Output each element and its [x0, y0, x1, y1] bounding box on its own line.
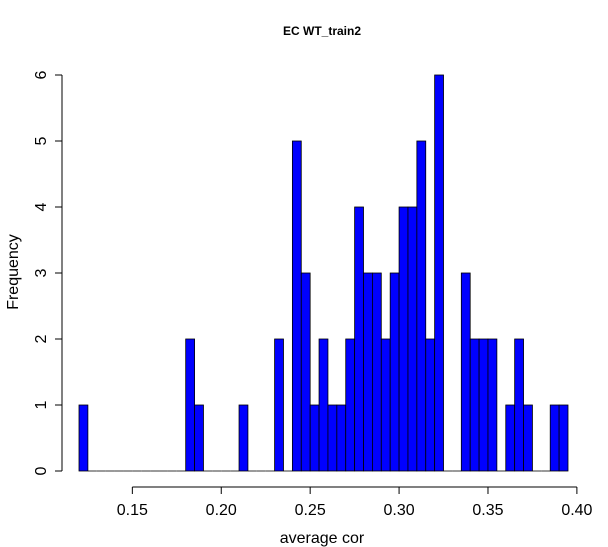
x-tick-label: 0.15 — [117, 502, 148, 519]
chart-title: EC WT_train2 — [283, 24, 361, 38]
y-axis: 0 1 2 3 4 5 6 — [33, 70, 63, 475]
x-tick-label: 0.40 — [561, 502, 592, 519]
histogram-bar — [336, 404, 347, 472]
histogram-bar — [300, 272, 311, 472]
y-tick-label: 3 — [33, 268, 50, 277]
bars-group — [78, 74, 569, 472]
histogram-bar — [416, 140, 427, 472]
histogram-bar — [274, 338, 284, 472]
histogram-bar — [194, 404, 204, 472]
histogram-bar — [380, 338, 391, 472]
histogram-bar — [549, 404, 560, 472]
y-tick-label: 0 — [33, 466, 50, 475]
y-tick-label: 1 — [33, 400, 50, 409]
y-tick-label: 5 — [33, 136, 50, 145]
histogram-bar — [185, 338, 195, 472]
histogram-bar — [514, 338, 524, 472]
histogram-bar — [291, 140, 302, 472]
histogram-bar — [460, 272, 471, 472]
histogram-bar — [434, 74, 444, 472]
x-tick-label: 0.20 — [206, 502, 237, 519]
histogram-bar — [238, 404, 249, 472]
histogram-bar — [345, 338, 356, 472]
histogram-bar — [478, 338, 489, 472]
x-tick-label: 0.25 — [295, 502, 326, 519]
histogram-bar — [505, 404, 516, 472]
histogram-bar — [523, 404, 533, 472]
histogram-bar — [354, 206, 364, 472]
x-tick-label: 0.35 — [472, 502, 503, 519]
x-axis-label: average cor — [280, 530, 365, 547]
histogram-bar — [407, 206, 418, 472]
y-tick-label: 6 — [33, 70, 50, 79]
histogram-bar — [78, 404, 89, 472]
histogram-bar — [363, 272, 373, 472]
histogram-bar — [469, 338, 480, 472]
histogram-bar — [318, 338, 329, 472]
histogram-bar — [309, 404, 320, 472]
x-tick-label: 0.30 — [384, 502, 415, 519]
histogram-bar — [327, 404, 338, 472]
histogram-bar — [425, 338, 436, 472]
y-tick-label: 2 — [33, 334, 50, 343]
y-axis-label: Frequency — [5, 234, 22, 310]
histogram-bar — [487, 338, 498, 472]
histogram-bar — [371, 272, 382, 472]
histogram-bar — [389, 272, 400, 472]
histogram-bar — [398, 206, 409, 472]
histogram-bar — [558, 404, 569, 472]
x-axis: 0.15 0.20 0.25 0.30 0.35 0.40 — [117, 486, 593, 519]
y-tick-label: 4 — [33, 202, 50, 211]
